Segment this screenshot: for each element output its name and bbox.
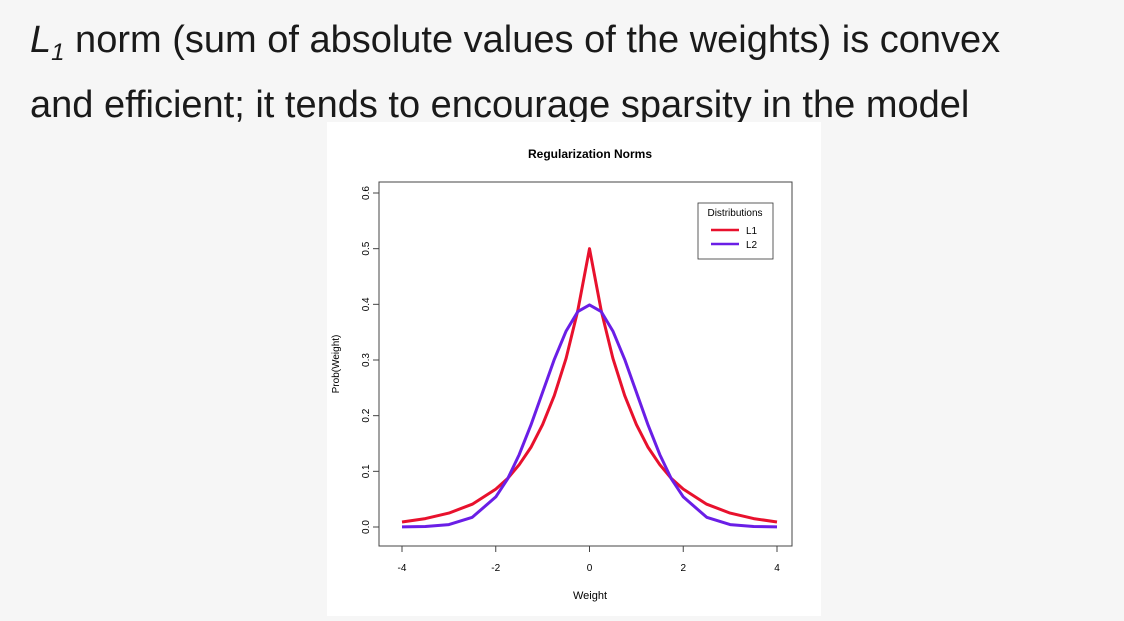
x-tick-label: 2 [680,563,686,574]
legend-label-l2: L2 [746,240,758,251]
y-axis: 0.0 0.1 0.2 0.3 0.4 0.5 0.6 [361,186,380,534]
legend-label-l1: L1 [746,226,758,237]
x-tick-label: -2 [491,563,500,574]
x-tick-label: 4 [774,563,780,574]
y-tick-label: 0.0 [361,520,372,534]
x-axis: -4 -2 0 2 4 [398,545,780,574]
x-axis-label: Weight [573,590,607,602]
y-tick-label: 0.1 [361,464,372,478]
y-axis-label: Prob(Weight) [331,335,342,394]
series-line-l1 [401,247,778,524]
headline-line-1-text: norm (sum of absolute values of the weig… [64,19,1001,61]
headline-line-2: and efficient; it tends to encourage spa… [30,84,970,126]
headline-line-1: L1 norm (sum of absolute values of the w… [30,14,1000,79]
x-tick-label: 0 [587,563,593,574]
legend: Distributions L1 L2 [697,202,774,260]
chart-title: Regularization Norms [528,147,652,161]
y-tick-label: 0.4 [361,297,372,311]
y-tick-label: 0.5 [361,241,372,255]
l1-symbol: L [30,19,52,61]
x-tick-label: -4 [398,563,407,574]
legend-title: Distributions [707,208,762,219]
series-layer [401,247,778,529]
y-tick-label: 0.6 [361,186,372,200]
plot-panel: Regularization Norms -4 -2 0 2 4 0.0 0.1 0.2 0.… [327,122,821,616]
y-tick-label: 0.2 [361,408,372,422]
regularization-chart: Regularization Norms -4 -2 0 2 4 0.00.10.20.… [331,147,793,602]
slide-headline: L1 norm (sum of absolute values of the w… [30,14,1000,131]
y-tick-label: 0.3 [361,353,372,367]
l1-subscript: 1 [51,39,65,66]
series-line-l2 [401,303,778,529]
